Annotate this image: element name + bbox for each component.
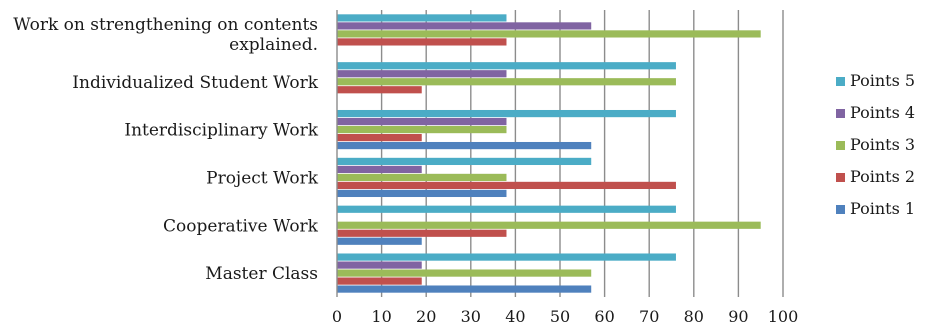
legend-swatch xyxy=(836,141,845,150)
bar-points-1-0 xyxy=(337,285,592,293)
bar-points-5-3 xyxy=(337,109,676,118)
x-tick-label: 30 xyxy=(461,307,481,326)
x-tick-label: 40 xyxy=(505,307,525,326)
category-label: Cooperative Work xyxy=(163,216,319,236)
x-tick-label: 50 xyxy=(550,307,570,326)
category-label: Interdisciplinary Work xyxy=(124,121,318,141)
legend: Points 5 Points 4 Points 3 Points 2 Points 1 xyxy=(836,71,915,218)
bar-points-5-2 xyxy=(337,157,592,166)
legend-swatch xyxy=(836,173,845,182)
bar-points-3-4 xyxy=(337,78,676,86)
x-tick-label: 70 xyxy=(639,307,659,326)
bar-points-4-3 xyxy=(337,117,507,126)
bar-points-4-2 xyxy=(337,165,422,174)
bar-points-3-1 xyxy=(337,221,761,229)
x-tick-label: 0 xyxy=(332,307,342,326)
category-label: Individualized Student Work xyxy=(72,73,318,93)
x-tick-label: 20 xyxy=(416,307,436,326)
bar-points-2-3 xyxy=(337,133,422,142)
category-labels: Master Class Cooperative Work Project Work… xyxy=(13,15,318,284)
bar-points-3-0 xyxy=(337,269,592,277)
bar-points-1-1 xyxy=(337,237,422,245)
bar-points-5-0 xyxy=(337,253,676,261)
bar-points-4-0 xyxy=(337,261,422,269)
x-axis-tick-labels: 0 10 20 30 40 50 60 70 80 90 100 xyxy=(332,307,798,326)
category-label: Project Work xyxy=(206,168,319,188)
bar-points-2-1 xyxy=(337,229,507,237)
bar-points-5-4 xyxy=(337,62,676,70)
bar-points-4-5 xyxy=(337,22,592,30)
bar-points-5-5 xyxy=(337,14,507,22)
legend-swatch xyxy=(836,205,845,214)
bar-points-4-4 xyxy=(337,70,507,78)
legend-label: Points 3 xyxy=(850,135,915,154)
bar-points-2-0 xyxy=(337,277,422,285)
legend-label: Points 1 xyxy=(850,199,915,218)
bar-points-3-5 xyxy=(337,30,761,38)
legend-swatch xyxy=(836,109,845,118)
bar-points-2-4 xyxy=(337,86,422,94)
x-tick-label: 60 xyxy=(594,307,614,326)
x-tick-label: 100 xyxy=(768,307,799,326)
legend-swatch xyxy=(836,77,845,86)
category-label: explained. xyxy=(229,35,318,55)
bar-points-3-3 xyxy=(337,125,507,134)
x-tick-label: 90 xyxy=(728,307,748,326)
bar-points-3-2 xyxy=(337,173,507,182)
category-label: Master Class xyxy=(205,264,318,284)
x-tick-label: 80 xyxy=(684,307,704,326)
gridlines xyxy=(380,10,784,297)
bar-points-5-1 xyxy=(337,205,676,213)
x-tick-label: 10 xyxy=(371,307,391,326)
legend-label: Points 4 xyxy=(850,103,915,122)
bar-points-2-2 xyxy=(337,181,676,190)
legend-label: Points 2 xyxy=(850,167,915,186)
bar-points-1-2 xyxy=(337,189,507,198)
bars xyxy=(337,14,761,293)
category-label: Work on strengthening on contents xyxy=(13,15,318,35)
legend-label: Points 5 xyxy=(850,71,915,90)
bar-points-2-5 xyxy=(337,38,507,46)
bar-points-1-3 xyxy=(337,141,592,150)
